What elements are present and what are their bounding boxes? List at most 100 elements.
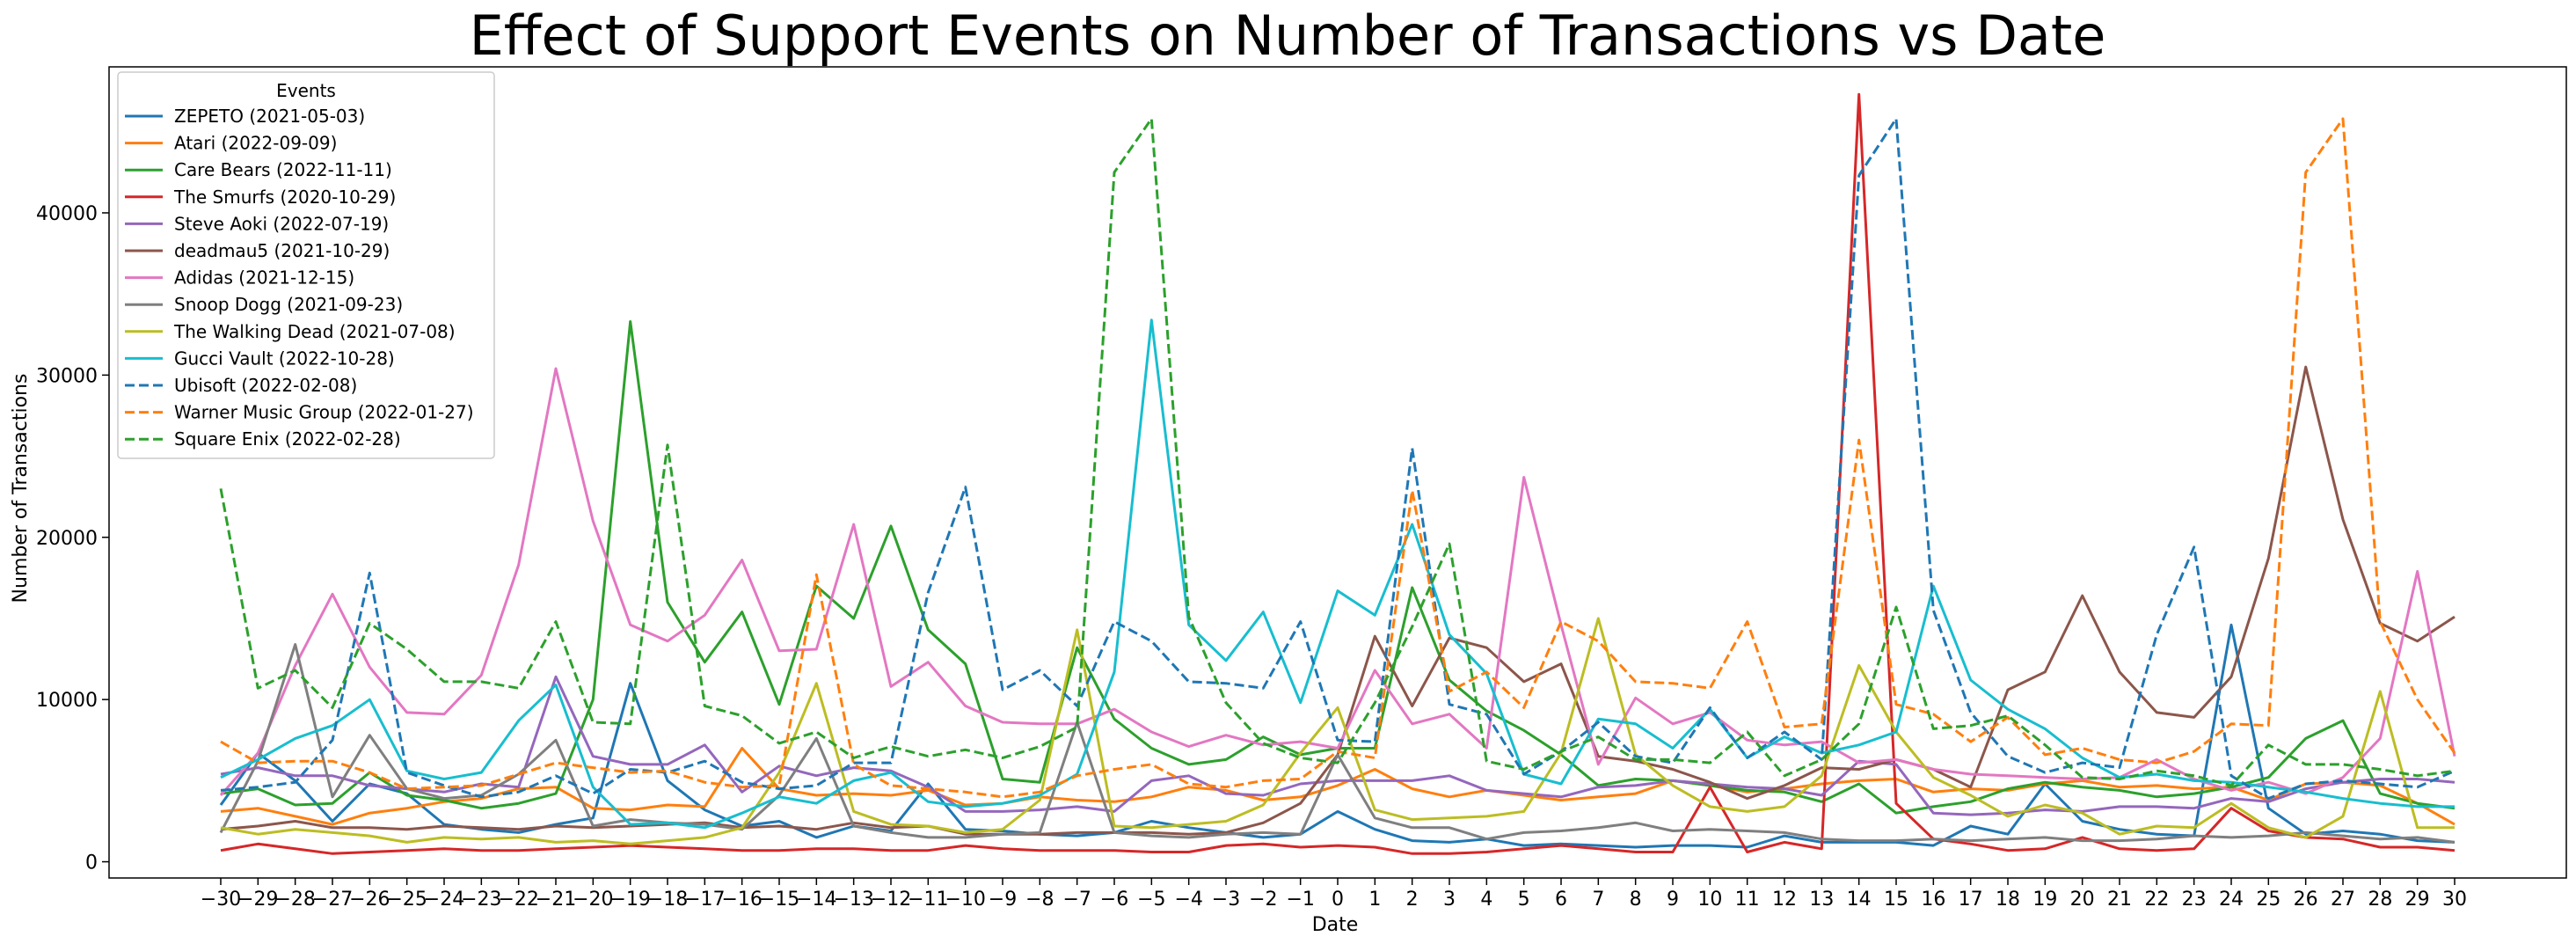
x-tick-label: 16 (1921, 889, 1945, 911)
legend-item-9: The Walking Dead (2021-07-08) (173, 321, 456, 342)
x-tick-label: 24 (2219, 889, 2244, 911)
x-tick-label: −18 (647, 889, 688, 911)
x-tick-label: 25 (2256, 889, 2280, 911)
series-line-11 (220, 117, 2456, 801)
x-tick-label: −12 (871, 889, 911, 911)
series-line-1 (219, 623, 2456, 849)
legend-item-3: Care Bears (2022-11-11) (174, 159, 392, 180)
x-tick-label: 4 (1480, 889, 1492, 911)
series-line-5 (220, 675, 2456, 816)
legend-item-11: Ubisoft (2022-02-08) (174, 375, 357, 396)
x-tick-label: −24 (424, 889, 464, 911)
legend-box (117, 71, 495, 459)
x-tick-label: 18 (1996, 889, 2020, 911)
x-tick-label: 2 (1406, 889, 1419, 911)
x-tick-label: −3 (1212, 889, 1240, 911)
x-tick-label: 27 (2331, 889, 2355, 911)
x-tick-label: 20 (2070, 889, 2095, 911)
x-tick-label: 19 (2032, 889, 2057, 911)
series-line-10 (220, 318, 2455, 830)
x-tick-label: 10 (1697, 889, 1722, 911)
legend-item-8: Snoop Dogg (2021-09-23) (174, 294, 403, 315)
x-tick-label: 3 (1443, 889, 1456, 911)
x-tick-label: 8 (1630, 889, 1642, 911)
x-tick-label: 11 (1735, 889, 1760, 911)
x-tick-label: −4 (1174, 889, 1202, 911)
x-tick-label: −8 (1025, 889, 1054, 911)
y-axis-label: Number of Transactions (10, 374, 32, 604)
x-tick-label: −9 (989, 889, 1017, 911)
legend-title: Events (276, 80, 336, 101)
legend: Events ZEPETO (2021-05-03) Atari (2022-09… (117, 71, 495, 459)
x-tick-label: 22 (2144, 889, 2169, 911)
x-tick-label: −22 (498, 889, 538, 911)
x-tick-label: 30 (2442, 889, 2467, 911)
x-tick-label: 0 (1332, 889, 1344, 911)
x-tick-label: 29 (2405, 889, 2430, 911)
x-tick-label: −6 (1100, 889, 1128, 911)
x-tick-label: 12 (1772, 889, 1797, 911)
x-tick-label: −20 (573, 889, 613, 911)
x-tick-label: −29 (237, 889, 278, 911)
series-line-9 (220, 617, 2455, 845)
legend-item-2: Atari (2022-09-09) (174, 133, 337, 154)
legend-item-5: Steve Aoki (2022-07-19) (174, 213, 389, 234)
y-tick-label: 10000 (36, 690, 98, 712)
x-tick-label: −2 (1249, 889, 1277, 911)
x-tick-label: 17 (1959, 889, 1983, 911)
x-tick-label: −5 (1137, 889, 1165, 911)
legend-item-7: Adidas (2021-12-15) (174, 267, 354, 289)
x-tick-label: 23 (2182, 889, 2207, 911)
x-tick-label: −28 (274, 889, 315, 911)
legend-item-12: Warner Music Group (2022-01-27) (174, 402, 474, 423)
x-tick-label: 1 (1368, 889, 1381, 911)
legend-item-13: Square Enix (2022-02-28) (174, 428, 401, 450)
series-line-7 (219, 367, 2456, 796)
x-tick-label: −21 (536, 889, 576, 911)
x-axis-label: Date (1312, 914, 1359, 936)
x-tick-label: 28 (2368, 889, 2392, 911)
x-tick-label: −11 (908, 889, 948, 911)
series-line-2 (220, 747, 2456, 826)
x-tick-label: −1 (1286, 889, 1314, 911)
x-tick-label: −30 (201, 889, 241, 911)
x-tick-label: 5 (1518, 889, 1530, 911)
y-tick-label: 30000 (36, 365, 98, 387)
y-tick-label: 0 (85, 852, 98, 874)
legend-item-10: Gucci Vault (2022-10-28) (174, 347, 395, 369)
x-tick-label: 6 (1555, 889, 1567, 911)
x-tick-label: −7 (1062, 889, 1091, 911)
x-tick-label: −10 (945, 889, 985, 911)
x-tick-label: 9 (1667, 889, 1679, 911)
series-line-4 (220, 92, 2456, 855)
x-tick-label: −14 (796, 889, 836, 911)
y-tick-label: 40000 (36, 203, 98, 225)
x-tick-label: −25 (386, 889, 427, 911)
x-tick-label: 15 (1884, 889, 1908, 911)
series-layer (219, 92, 2456, 855)
x-tick-label: 21 (2107, 889, 2132, 911)
x-tick-label: −19 (609, 889, 650, 911)
x-tick-label: −13 (833, 889, 873, 911)
y-tick-label: 20000 (36, 528, 98, 550)
axes-layer: −30−29−28−27−26−25−24−23−22−21−20−19−18−… (36, 66, 2567, 911)
x-tick-label: −17 (684, 889, 725, 911)
series-line-13 (219, 117, 2456, 787)
x-tick-label: −15 (759, 889, 799, 911)
x-tick-label: −23 (461, 889, 501, 911)
legend-item-4: The Smurfs (2020-10-29) (173, 187, 396, 208)
legend-item-6: deadmau5 (2021-10-29) (174, 240, 390, 261)
x-tick-label: 14 (1847, 889, 1872, 911)
x-tick-label: 7 (1592, 889, 1604, 911)
series-line-12 (220, 117, 2456, 799)
chart-title: Effect of Support Events on Number of Tr… (470, 4, 2106, 68)
x-tick-label: −27 (312, 889, 353, 911)
x-tick-label: 13 (1809, 889, 1834, 911)
x-tick-label: −16 (721, 889, 762, 911)
legend-item-1: ZEPETO (2021-05-03) (174, 106, 365, 127)
series-line-8 (219, 643, 2456, 844)
x-tick-label: −26 (349, 889, 390, 911)
x-tick-label: 26 (2294, 889, 2318, 911)
